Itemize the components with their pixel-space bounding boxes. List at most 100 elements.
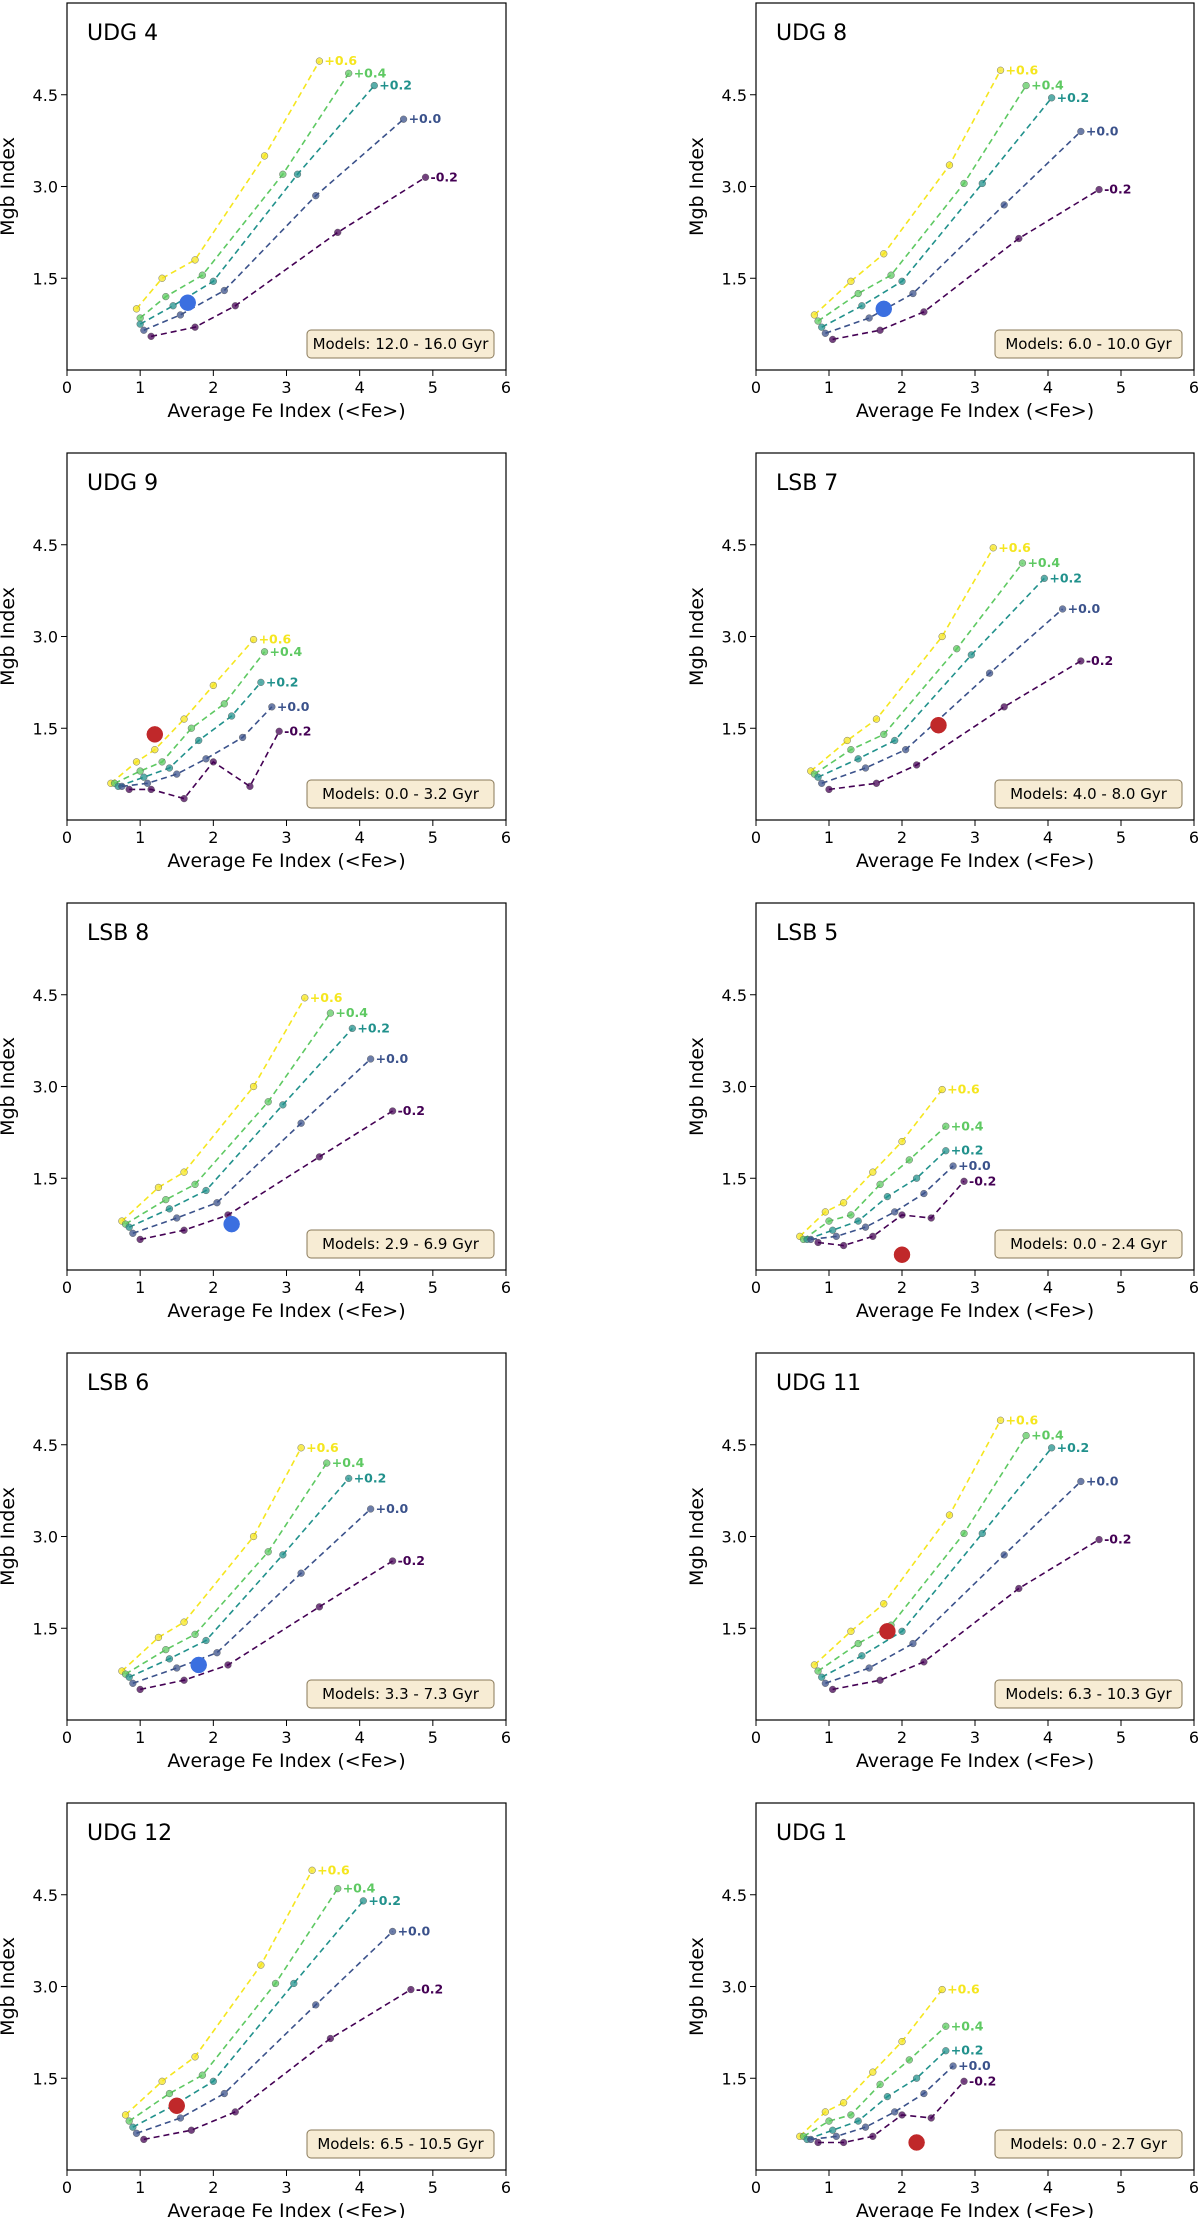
- track-label: -0.2: [969, 1173, 996, 1188]
- model-track: [806, 1150, 947, 1241]
- x-tick-label: 5: [428, 378, 438, 397]
- model-track: [825, 1480, 1082, 1685]
- x-axis-label: Average Fe Index (<Fe>): [167, 850, 405, 872]
- chart-panel-7: LSB 6 0 1 2 3 4 5 6 1.5 3.0 4.5 Average Fe Index (<…: [0, 1352, 511, 1772]
- model-track: [825, 130, 1082, 335]
- x-axis-label: Average Fe Index (<Fe>): [856, 850, 1094, 872]
- y-tick-label: 1.5: [722, 2069, 747, 2088]
- model-point: [143, 779, 152, 787]
- model-point: [898, 1137, 906, 1146]
- chart-panel-5: LSB 8 0 1 2 3 4 5 6 1.5 3.0 4.5 Average Fe Index (<…: [0, 902, 511, 1322]
- model-point: [807, 1235, 815, 1244]
- model-point: [960, 2077, 968, 2085]
- y-tick-label: 3.0: [722, 178, 747, 197]
- x-tick-label: 0: [751, 1278, 761, 1297]
- model-point: [814, 2138, 822, 2147]
- chart-panel-10: UDG 1 0 1 2 3 4 5 6 1.5 3.0 4.5 Average Fe Index (<…: [686, 1802, 1199, 2218]
- model-track: [806, 2050, 947, 2141]
- model-point: [869, 1168, 877, 1176]
- y-tick-label: 1.5: [33, 719, 58, 738]
- x-tick-label: 6: [1189, 828, 1199, 847]
- model-point: [872, 715, 881, 723]
- model-point: [814, 317, 822, 325]
- x-tick-label: 0: [751, 1728, 761, 1747]
- model-point: [257, 1961, 265, 1969]
- y-tick-label: 3.0: [722, 1078, 747, 1097]
- model-point: [388, 1927, 397, 1936]
- model-point: [125, 1223, 133, 1231]
- track-label: +0.0: [1086, 1473, 1119, 1488]
- model-point: [249, 635, 258, 644]
- x-tick-label: 3: [281, 1278, 291, 1297]
- panel-title: LSB 8: [87, 921, 149, 946]
- x-tick-label: 6: [1189, 2178, 1199, 2197]
- track-label: +0.0: [409, 111, 442, 126]
- model-point: [847, 746, 855, 754]
- x-tick-label: 5: [428, 1278, 438, 1297]
- x-tick-label: 3: [970, 2178, 980, 2197]
- model-point: [818, 1673, 826, 1681]
- y-axis-label: Mgb Index: [686, 1037, 708, 1136]
- track-label: +0.0: [958, 1158, 991, 1173]
- model-point: [891, 2108, 899, 2116]
- model-point: [938, 632, 946, 641]
- model-track: [121, 997, 306, 1222]
- model-point: [125, 2117, 133, 2125]
- model-point: [136, 1235, 144, 1244]
- model-point: [388, 1107, 397, 1115]
- model-point: [271, 1979, 280, 1988]
- galaxy-marker: [168, 2097, 185, 2115]
- model-point: [832, 2132, 840, 2140]
- model-point: [191, 323, 199, 331]
- track-label: +0.6: [1006, 1412, 1039, 1427]
- model-point: [1095, 185, 1103, 194]
- track-label: +0.6: [324, 53, 357, 68]
- model-track: [132, 1508, 372, 1685]
- y-tick-label: 4.5: [33, 1886, 58, 1905]
- models-box: [994, 779, 1183, 809]
- x-tick-label: 6: [501, 828, 511, 847]
- x-tick-label: 5: [1116, 1728, 1126, 1747]
- panel-title: UDG 12: [87, 1821, 172, 1846]
- model-point: [198, 271, 206, 279]
- x-tick-label: 5: [1116, 378, 1126, 397]
- model-point: [876, 2080, 884, 2088]
- model-point: [209, 681, 217, 690]
- x-axis-label: Average Fe Index (<Fe>): [856, 1300, 1094, 1322]
- model-point: [861, 764, 870, 772]
- model-point: [1022, 81, 1030, 90]
- model-point: [275, 727, 283, 735]
- model-point: [978, 179, 986, 188]
- model-point: [220, 286, 228, 295]
- y-tick-label: 1.5: [33, 1169, 58, 1188]
- y-tick-label: 4.5: [722, 1436, 747, 1455]
- track-label: -0.2: [431, 169, 458, 184]
- model-point: [165, 2089, 174, 2098]
- model-track: [117, 681, 262, 788]
- track-label: +0.4: [335, 1005, 368, 1020]
- model-point: [818, 323, 826, 331]
- x-tick-label: 5: [1116, 1278, 1126, 1297]
- plot-area: [66, 902, 507, 1271]
- plot-area: [755, 1352, 1195, 1721]
- x-tick-label: 2: [208, 1278, 218, 1297]
- x-tick-label: 5: [428, 2178, 438, 2197]
- model-track: [121, 1447, 302, 1672]
- model-point: [297, 1444, 305, 1452]
- x-tick-label: 6: [501, 2178, 511, 2197]
- x-axis-label: Average Fe Index (<Fe>): [167, 1300, 405, 1322]
- model-point: [1018, 559, 1027, 567]
- model-point: [158, 2077, 166, 2085]
- model-point: [920, 2089, 928, 2098]
- panel-title: UDG 9: [87, 471, 158, 496]
- model-point: [821, 1679, 829, 1687]
- model-point: [118, 782, 126, 790]
- model-point: [891, 736, 899, 745]
- model-point: [1077, 127, 1085, 136]
- model-point: [249, 1082, 258, 1091]
- model-point: [279, 1101, 287, 1109]
- model-point: [191, 2053, 199, 2061]
- track-label: +0.6: [1006, 62, 1039, 77]
- model-point: [1015, 234, 1023, 243]
- model-point: [176, 2114, 185, 2122]
